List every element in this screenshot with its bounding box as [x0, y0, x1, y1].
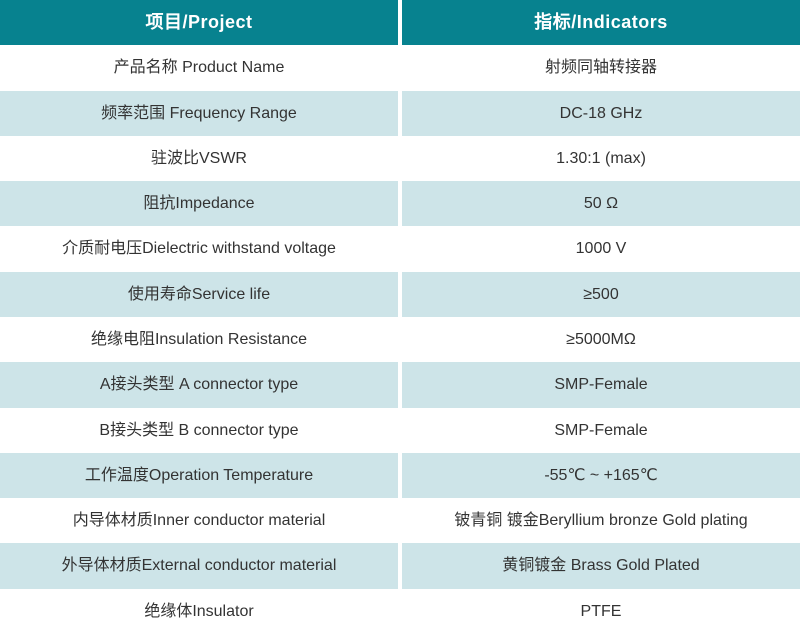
indicator-cell: SMP-Female [402, 362, 800, 408]
project-cell: 产品名称 Product Name [0, 45, 398, 91]
header-indicators-cell: 指标/Indicators [402, 0, 800, 46]
table-row-service-life: 使用寿命Service life ≥500 [0, 271, 800, 317]
indicator-cell: 1.30:1 (max) [402, 135, 800, 182]
table-row-external-conductor-material: 外导体材质External conductor material 黄铜镀金 Br… [0, 543, 800, 589]
table-row-frequency-range: 频率范围 Frequency Range DC-18 GHz [0, 90, 800, 136]
indicator-cell: SMP-Female [402, 407, 800, 453]
indicator-cell: 黄铜镀金 Brass Gold Plated [402, 543, 800, 589]
project-cell: 内导体材质Inner conductor material [0, 498, 398, 544]
project-cell: 介质耐电压Dielectric withstand voltage [0, 226, 398, 272]
indicator-cell: 铍青铜 镀金Beryllium bronze Gold plating [402, 498, 800, 544]
project-cell: 驻波比VSWR [0, 135, 398, 182]
table-row-product-name: 产品名称 Product Name 射频同轴转接器 [0, 45, 800, 91]
indicator-cell: ≥500 [402, 271, 800, 317]
header-project-cell: 项目/Project [0, 0, 398, 46]
indicator-cell: ≥5000MΩ [402, 316, 800, 363]
table-row-insulation-resistance: 绝缘电阻Insulation Resistance ≥5000MΩ [0, 316, 800, 363]
project-cell: 阻抗Impedance [0, 181, 398, 227]
indicator-cell: 50 Ω [402, 181, 800, 227]
table-row-dielectric-withstand-voltage: 介质耐电压Dielectric withstand voltage 1000 V [0, 226, 800, 272]
table-header-row: 项目/Project 指标/Indicators [0, 0, 800, 46]
table-row-operation-temperature: 工作温度Operation Temperature -55℃ ~ +165℃ [0, 452, 800, 499]
indicator-cell: 1000 V [402, 226, 800, 272]
table-row-insulator: 绝缘体Insulator PTFE [0, 588, 800, 634]
project-cell: 外导体材质External conductor material [0, 543, 398, 589]
indicator-cell: 射频同轴转接器 [402, 45, 800, 91]
table-row-b-connector-type: B接头类型 B connector type SMP-Female [0, 407, 800, 453]
indicator-cell: PTFE [402, 588, 800, 634]
table-row-a-connector-type: A接头类型 A connector type SMP-Female [0, 362, 800, 408]
table-row-inner-conductor-material: 内导体材质Inner conductor material 铍青铜 镀金Bery… [0, 498, 800, 544]
project-cell: B接头类型 B connector type [0, 407, 398, 453]
table-row-vswr: 驻波比VSWR 1.30:1 (max) [0, 135, 800, 182]
project-cell: 使用寿命Service life [0, 271, 398, 317]
project-cell: 绝缘电阻Insulation Resistance [0, 316, 398, 363]
table-row-impedance: 阻抗Impedance 50 Ω [0, 181, 800, 227]
project-cell: 工作温度Operation Temperature [0, 452, 398, 499]
project-cell: A接头类型 A connector type [0, 362, 398, 408]
indicator-cell: DC-18 GHz [402, 90, 800, 136]
project-cell: 频率范围 Frequency Range [0, 90, 398, 136]
project-cell: 绝缘体Insulator [0, 588, 398, 634]
indicator-cell: -55℃ ~ +165℃ [402, 452, 800, 499]
